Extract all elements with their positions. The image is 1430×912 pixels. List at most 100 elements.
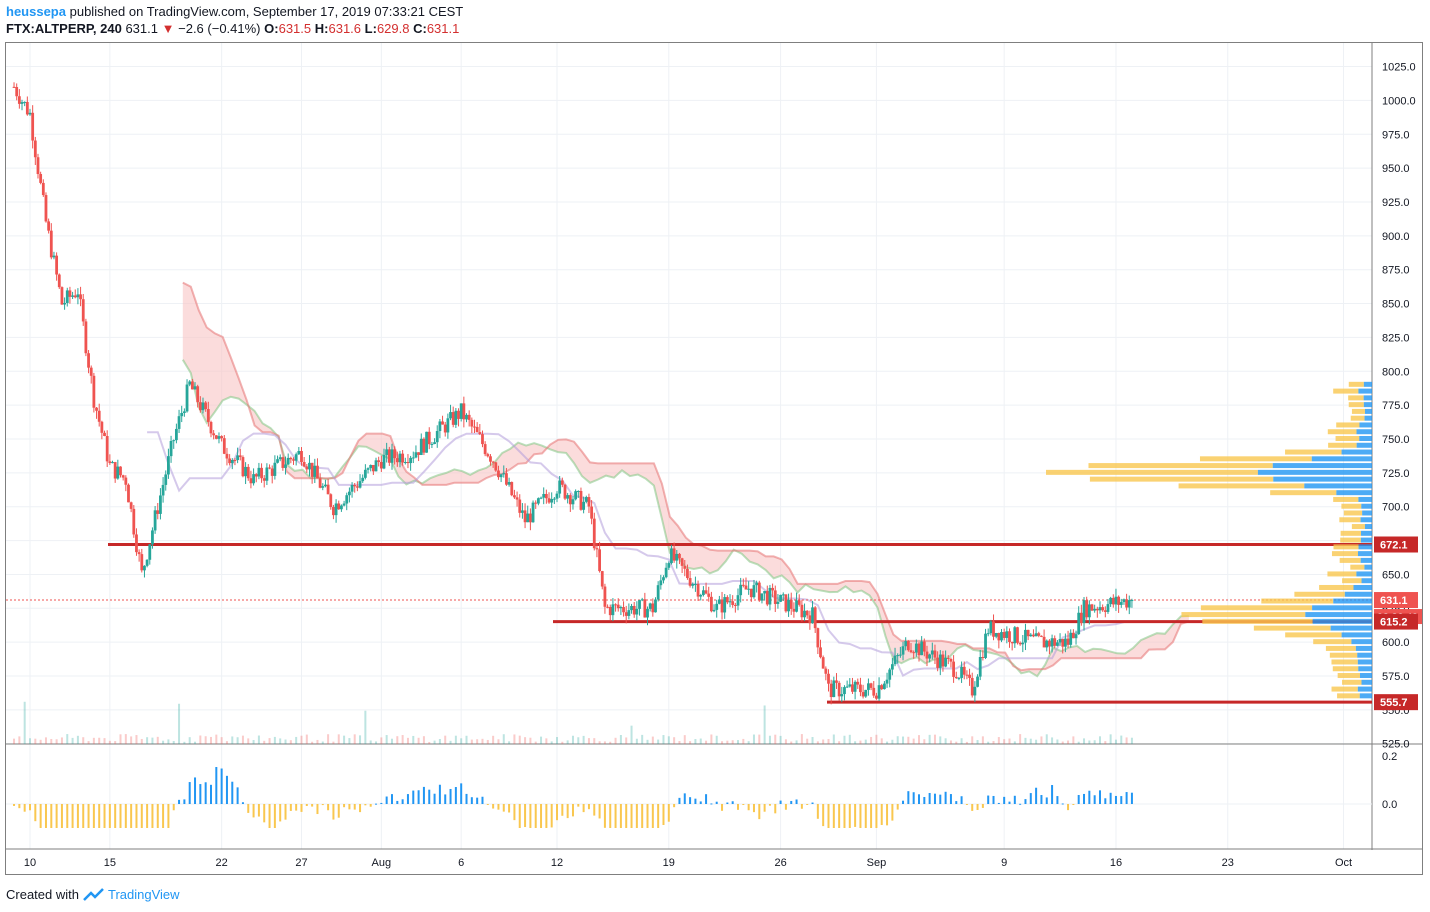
candle-body xyxy=(326,484,330,495)
candle-body xyxy=(744,585,748,590)
osc-bar xyxy=(162,804,165,828)
osc-bar xyxy=(114,804,117,828)
candle-body xyxy=(167,456,170,475)
candle-body xyxy=(1071,632,1075,639)
volume-bar xyxy=(577,737,580,744)
volume-bar xyxy=(215,734,218,744)
volume-bar xyxy=(816,741,819,744)
level-tag-555: 555.7 xyxy=(1380,697,1408,709)
candle-body xyxy=(1111,597,1115,605)
candle-body xyxy=(119,466,122,476)
candle-body xyxy=(204,402,208,410)
osc-bar xyxy=(587,804,590,810)
osc-bar xyxy=(758,804,761,820)
osc-bar xyxy=(231,781,234,804)
osc-bar xyxy=(406,794,409,804)
osc-bar xyxy=(928,792,931,804)
osc-bar xyxy=(545,804,548,828)
volume-bar xyxy=(678,741,681,744)
volume-bar xyxy=(891,739,894,744)
candle-body xyxy=(893,655,897,665)
candle-body xyxy=(427,431,431,445)
vp-buy-bar xyxy=(1358,388,1372,394)
volume-bar xyxy=(1104,741,1107,744)
candle-body xyxy=(111,462,114,464)
vp-sell-bar xyxy=(1325,645,1356,651)
candle-body xyxy=(885,679,889,684)
osc-bar xyxy=(710,803,713,805)
candle-body xyxy=(140,554,144,571)
osc-bar xyxy=(396,800,399,804)
osc-bar xyxy=(1109,792,1112,804)
osc-bar xyxy=(933,793,936,804)
candle-body xyxy=(137,552,141,555)
osc-bar xyxy=(630,804,633,828)
volume-bar xyxy=(774,734,777,744)
candle-body xyxy=(925,651,929,659)
osc-bar xyxy=(827,804,830,828)
candle-body xyxy=(459,403,463,419)
price-tick-label: 700.0 xyxy=(1382,502,1410,514)
candle-body xyxy=(515,497,519,500)
price-tick-label: 525.0 xyxy=(1382,739,1410,751)
candle-body xyxy=(486,454,490,457)
volume-bar xyxy=(252,740,255,744)
volume-bar xyxy=(50,738,53,744)
osc-bar xyxy=(976,804,979,810)
osc-bar xyxy=(1083,793,1086,804)
volume-bar xyxy=(454,735,457,744)
volume-bar xyxy=(917,735,920,744)
volume-bar xyxy=(449,740,452,744)
osc-bar xyxy=(194,777,197,804)
candle-body xyxy=(281,457,285,468)
volume-bar xyxy=(987,741,990,744)
candle-body xyxy=(505,473,508,485)
osc-bar xyxy=(295,804,298,811)
candle-body xyxy=(265,467,269,481)
volume-bar xyxy=(470,739,473,744)
candle-body xyxy=(773,590,777,604)
osc-bar xyxy=(311,804,314,807)
candle-body xyxy=(132,508,136,535)
osc-bar xyxy=(614,804,617,828)
candle-body xyxy=(843,687,846,695)
vp-buy-bar xyxy=(1364,408,1372,414)
candle-body xyxy=(143,565,146,571)
vp-sell-bar xyxy=(1331,659,1358,665)
osc-bar xyxy=(1061,803,1064,805)
volume-bar xyxy=(907,736,910,744)
candle-body xyxy=(422,438,426,453)
candle-body xyxy=(848,684,852,687)
osc-bar xyxy=(854,804,857,827)
osc-bar xyxy=(183,799,186,804)
volume-bar xyxy=(44,737,47,744)
osc-bar xyxy=(1067,804,1070,811)
candle-body xyxy=(595,548,599,550)
volume-bar xyxy=(348,738,351,744)
tradingview-logo[interactable]: TradingView xyxy=(83,887,180,902)
candle-body xyxy=(720,599,724,613)
candle-body xyxy=(558,480,562,494)
candle-body xyxy=(544,493,548,499)
vp-buy-bar xyxy=(1272,463,1372,469)
osc-bar xyxy=(71,804,74,828)
candle-body xyxy=(441,421,444,425)
price-tick-label: 650.0 xyxy=(1382,569,1410,581)
author-link[interactable]: heussepa xyxy=(6,4,66,19)
candle-body xyxy=(813,607,817,629)
candle-body xyxy=(1082,600,1086,624)
candle-body xyxy=(576,490,580,492)
osc-bar xyxy=(816,804,819,819)
volume-bar xyxy=(1125,737,1128,744)
candle-body xyxy=(33,140,37,158)
candle-body xyxy=(238,455,242,458)
candle-body xyxy=(361,477,365,482)
osc-bar xyxy=(721,804,724,811)
osc-bar xyxy=(1130,792,1133,804)
candle-body xyxy=(914,643,918,653)
symbol-label[interactable]: FTX:ALTPERP, 240 xyxy=(6,21,122,36)
candle-body xyxy=(371,464,375,472)
vp-sell-bar xyxy=(1350,564,1365,570)
osc-bar xyxy=(1013,795,1016,804)
